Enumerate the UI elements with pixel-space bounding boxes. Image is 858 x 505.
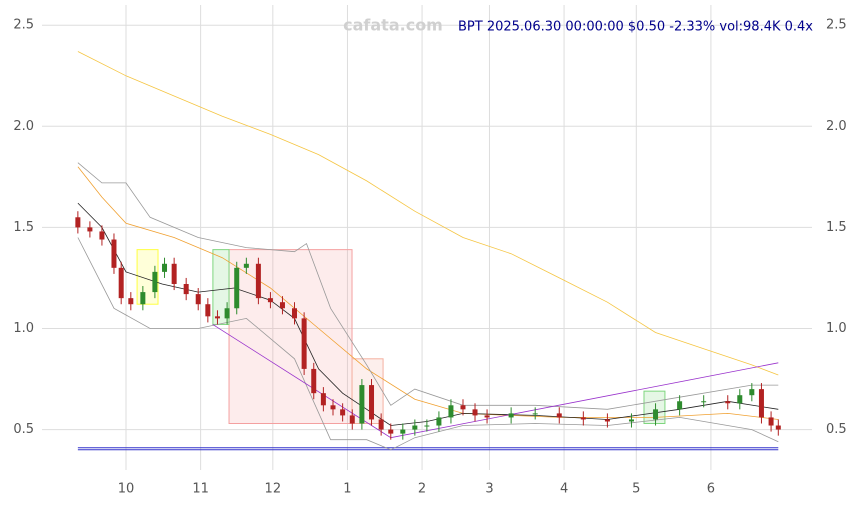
candle-body xyxy=(775,425,781,430)
watermark: cafata.com xyxy=(343,16,443,35)
candle-body xyxy=(205,304,211,317)
y-tick-label: 1.5 xyxy=(13,220,34,235)
candle-body xyxy=(400,429,406,434)
candle-body xyxy=(195,294,201,305)
candle-body xyxy=(628,419,634,422)
candle-body xyxy=(99,231,105,240)
candle-body xyxy=(677,401,683,410)
candle-body xyxy=(580,417,586,420)
candle-body xyxy=(140,292,146,305)
x-tick-label: 1 xyxy=(343,482,351,497)
candle-body xyxy=(111,239,117,268)
candle-body xyxy=(701,401,707,403)
x-tick-label: 5 xyxy=(632,482,640,497)
x-tick-label: 10 xyxy=(118,482,135,497)
indicator-line xyxy=(77,162,779,410)
x-tick-label: 2 xyxy=(418,482,426,497)
candle-body xyxy=(737,395,743,404)
candle-body xyxy=(234,267,240,309)
candle-body xyxy=(460,405,466,410)
y-tick-label: 1.0 xyxy=(13,321,34,336)
candle-body xyxy=(472,409,478,416)
candle-body xyxy=(653,409,659,420)
candle-body xyxy=(556,413,562,418)
candle-body xyxy=(604,419,610,422)
y-tick-label-right: 1.5 xyxy=(826,220,847,235)
indicator-line xyxy=(77,166,779,420)
candle-body xyxy=(768,417,774,426)
candle-body xyxy=(279,302,285,309)
x-tick-label: 4 xyxy=(560,482,568,497)
x-tick-label: 3 xyxy=(485,482,493,497)
y-tick-label: 2.0 xyxy=(13,119,34,134)
candle-body xyxy=(171,263,177,284)
candle-body xyxy=(267,298,273,303)
candle-body xyxy=(301,318,307,369)
candle-body xyxy=(118,267,124,299)
candle-body xyxy=(424,425,430,427)
candle-body xyxy=(291,308,297,319)
candle-body xyxy=(359,385,365,424)
candle-body xyxy=(378,419,384,430)
indicator-line xyxy=(77,51,779,376)
candle-body xyxy=(152,271,158,293)
candle-body xyxy=(320,393,326,406)
candle-body xyxy=(340,409,346,416)
candle-body xyxy=(75,217,81,228)
y-tick-label-right: 2.0 xyxy=(826,119,847,134)
y-tick-label-right: 1.0 xyxy=(826,321,847,336)
candle-body xyxy=(758,389,764,418)
candle-body xyxy=(330,405,336,410)
candle-body xyxy=(311,368,317,394)
y-tick-label-right: 2.5 xyxy=(826,18,847,33)
x-tick-label: 6 xyxy=(707,482,715,497)
range-box xyxy=(228,249,353,424)
range-box xyxy=(643,390,666,424)
candle-body xyxy=(484,415,490,418)
candle-body xyxy=(749,389,755,396)
y-tick-label-right: 0.5 xyxy=(826,422,847,437)
candle-body xyxy=(436,417,442,426)
candle-body xyxy=(448,405,454,418)
range-box xyxy=(351,358,384,425)
candle-body xyxy=(128,298,134,305)
range-box xyxy=(212,249,230,325)
candle-body xyxy=(508,413,514,418)
candle-body xyxy=(255,263,261,299)
candle-body xyxy=(412,425,418,430)
indicator-line xyxy=(77,237,779,451)
candle-body xyxy=(388,429,394,434)
indicator-line xyxy=(77,202,779,426)
candle-body xyxy=(87,227,93,232)
candle-body xyxy=(162,263,168,272)
candle-body xyxy=(214,316,220,319)
candle-body xyxy=(532,413,538,415)
x-tick-label: 11 xyxy=(192,482,209,497)
candle-body xyxy=(725,401,731,404)
candle-body xyxy=(369,385,375,420)
candle-body xyxy=(183,284,189,295)
candle-body xyxy=(224,308,230,319)
x-tick-label: 12 xyxy=(265,482,282,497)
candle-body xyxy=(243,263,249,268)
y-tick-label: 0.5 xyxy=(13,422,34,437)
y-tick-label: 2.5 xyxy=(13,18,34,33)
chart-title: BPT 2025.06.30 00:00:00 $0.50 -2.33% vol… xyxy=(458,20,813,35)
candle-body xyxy=(349,415,355,424)
